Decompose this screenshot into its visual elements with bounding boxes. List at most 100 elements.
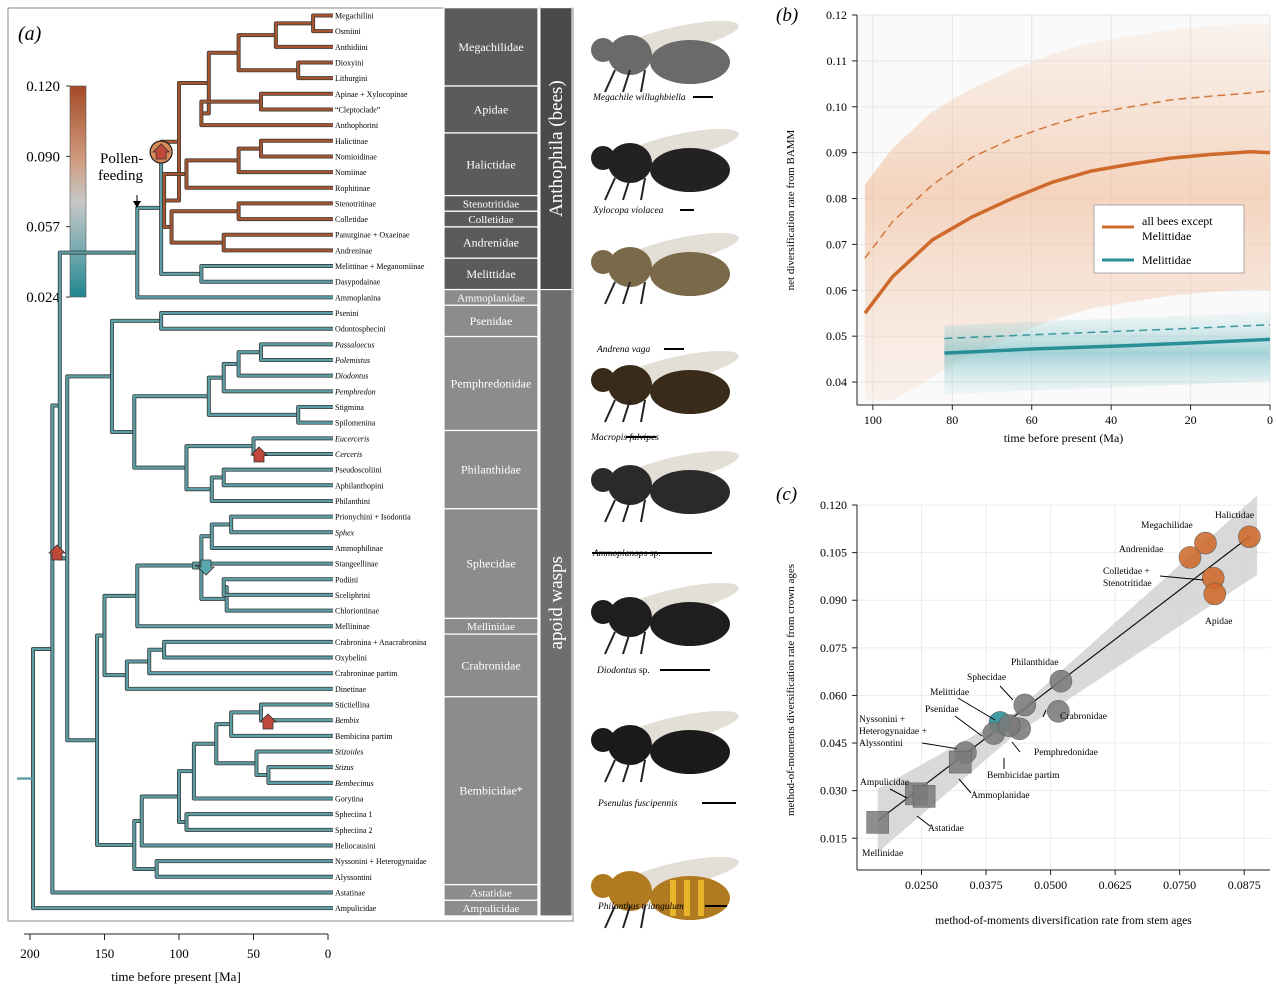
point-label-line: Alyssontini: [859, 739, 903, 749]
x-tick-label: 20: [1185, 413, 1197, 427]
data-point-square: [866, 811, 889, 834]
y-tick-label: 0.105: [820, 546, 847, 560]
y-tick-label: 0.06: [826, 283, 847, 297]
abdomen-shape: [650, 40, 730, 84]
y-tick-label: 0.075: [820, 641, 847, 655]
leg-line: [640, 759, 646, 783]
specimen-photo: Andrena vaga: [591, 232, 739, 355]
specimen-suffix: sp.: [637, 666, 650, 676]
clade-label: Anthophila (bees): [546, 80, 567, 217]
tip-label: Anthidiini: [335, 43, 369, 52]
wing-shape: [621, 350, 739, 386]
tree-panel-frame: [7, 7, 574, 922]
point-label: Nyssonini + Heterogynaidae + Alyssontini: [859, 715, 927, 749]
y-tick-label: 0.120: [820, 498, 847, 512]
abdomen-stripe: [670, 880, 676, 916]
point-label: Ampulicidae: [860, 778, 909, 788]
tip-label: Melittinae + Meganomiinae: [335, 262, 425, 271]
specimen-photo: Megachile willughbiella: [591, 20, 739, 103]
leg-line: [640, 177, 646, 201]
family-box: [443, 633, 539, 698]
y-tick-label: 0.07: [826, 237, 847, 251]
tree-axis-tick-label: 200: [20, 946, 40, 961]
tip-label: Bembix: [335, 716, 359, 725]
leg-line: [640, 631, 646, 655]
panel-label-a: (a): [18, 23, 42, 45]
tip-label: Megachilini: [335, 12, 374, 21]
leg-line: [622, 905, 631, 929]
clade-bar: [539, 7, 573, 291]
tip-label: Eucerceris: [334, 434, 369, 443]
specimen-label: Diodontus sp.: [596, 666, 650, 676]
data-point-square: [912, 785, 936, 808]
series-line: [944, 337, 1271, 355]
tip-label: Ammophilinae: [335, 544, 383, 553]
tip-label: Dasypodainae: [335, 278, 381, 287]
tip-label: Cerceris: [335, 450, 362, 459]
tip-label: Alyssontini: [335, 873, 373, 882]
point-label: Ammoplanidae: [971, 791, 1030, 801]
tip-label: Gorytina: [335, 795, 364, 804]
point-label: Astatidae: [928, 824, 964, 834]
point-label: Melittidae: [930, 688, 969, 698]
tip-label: Ampulicidae: [335, 904, 377, 913]
y-tick-label: 0.09: [826, 146, 847, 160]
panel-b-rate-through-time: (b) 0.04 0.05 0.06 0.07 0.08 0.09 0.10 0.11 0.12 1…: [776, 5, 1273, 445]
y-tick-label: 0.10: [826, 100, 847, 114]
abdomen-shape: [650, 470, 730, 514]
tip-label: Philanthini: [335, 497, 371, 506]
tip-label: Nomioidinae: [335, 152, 377, 161]
tip-label: Ammoplanina: [335, 293, 381, 302]
specimen-photo-column: Megachile willughbiella Xylocopa violacea…: [590, 20, 739, 929]
specimen-photo: Philanthus triangulum: [591, 856, 739, 929]
leg-line: [640, 905, 646, 929]
wing-shape: [621, 582, 739, 618]
family-label: Sphecidae: [466, 557, 515, 571]
phylogeny-tip-labels: Megachilini Osmiini Anthidiini Dioxyini Lith…: [334, 12, 427, 914]
x-tick-label: 80: [946, 413, 958, 427]
specimen-name: Macropis fulvipes: [590, 432, 659, 443]
family-label: Psenidae: [470, 314, 513, 328]
pollen-label-line: Pollen-: [100, 151, 143, 167]
tip-label: Stangeellinae: [335, 560, 379, 569]
specimen-photo: Macropis fulvipes: [590, 350, 739, 443]
x-tick-label: 0.0250: [905, 878, 938, 892]
tip-label: Passaloecus: [334, 340, 375, 349]
point-label: Mellinidae: [862, 849, 903, 859]
colorbar-tick-label: 0.090: [26, 149, 60, 165]
leg-line: [604, 281, 616, 305]
leg-line: [640, 499, 646, 523]
tip-label: Spheciina 2: [335, 826, 373, 835]
series-dashed-line: [944, 323, 1271, 340]
label-leader: [1011, 741, 1021, 753]
family-box: [443, 304, 539, 338]
head-shape: [591, 146, 615, 170]
tip-label: Heliocausini: [335, 841, 376, 850]
family-label: Ampulicidae: [463, 903, 520, 915]
series-dashed-line: [864, 89, 1271, 259]
head-shape: [591, 600, 615, 624]
label-leader: [916, 815, 931, 827]
data-point-circle: [1049, 669, 1073, 693]
panel-label-c: (c): [776, 484, 797, 505]
point-label: Colletidae + Stenotritidae: [1103, 567, 1152, 589]
y-axis-title: method-of-moments diversification rate f…: [785, 564, 797, 816]
family-box: [443, 226, 539, 259]
shift-down-arrow: [197, 559, 215, 576]
thorax-shape: [608, 365, 652, 405]
y-tick-label: 0.045: [820, 736, 847, 750]
specimen-name: Diodontus: [596, 666, 637, 676]
tip-label: Chloriontinae: [335, 607, 379, 616]
specimen-name: Philanthus triangulum: [597, 902, 684, 912]
data-point-circle: [1013, 693, 1037, 717]
label-leader: [921, 742, 957, 750]
y-tick-label: 0.12: [826, 8, 847, 22]
tip-label: Podiini: [335, 575, 359, 584]
leg-line: [640, 69, 646, 93]
specimen-name: Andrena vaga: [596, 345, 650, 355]
pollen-feeding-label: Pollen-feeding: [98, 151, 143, 184]
abdomen-shape: [650, 730, 730, 774]
label-leader: [954, 715, 983, 737]
